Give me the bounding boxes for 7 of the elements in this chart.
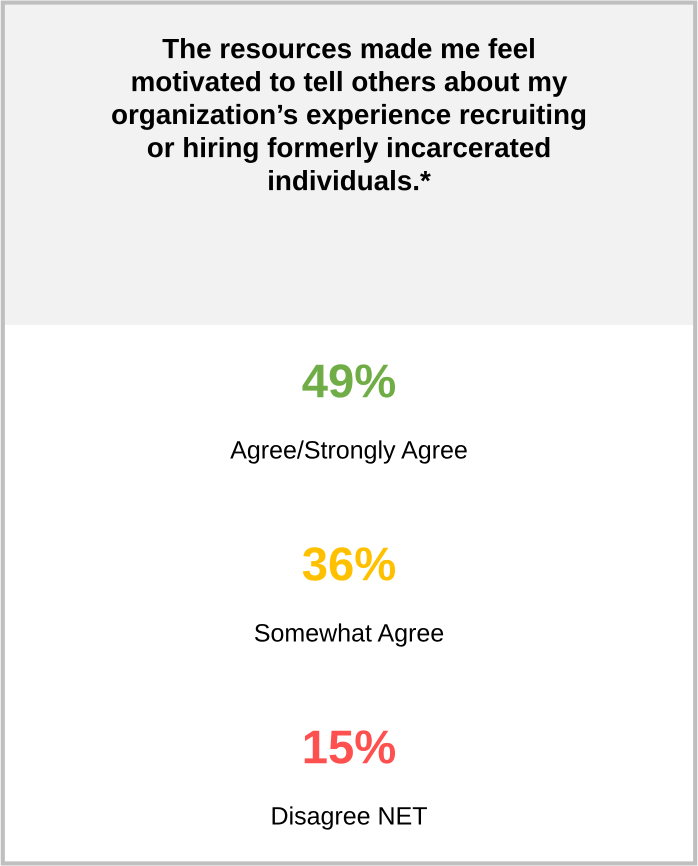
- data-label: 49%: [302, 364, 396, 398]
- category-label: Somewhat Agree: [254, 623, 444, 647]
- category-label: Disagree NET: [272, 806, 427, 830]
- text: The resources made me feel motivated to tell others about my organization’s experience recruiting or hiring formerly incarcerated individuals.*: [112, 38, 586, 190]
- data-label: 15%: [304, 730, 396, 764]
- data-label: 36%: [302, 547, 396, 581]
- category-label: Agree/Strongly Agree: [230, 440, 467, 464]
